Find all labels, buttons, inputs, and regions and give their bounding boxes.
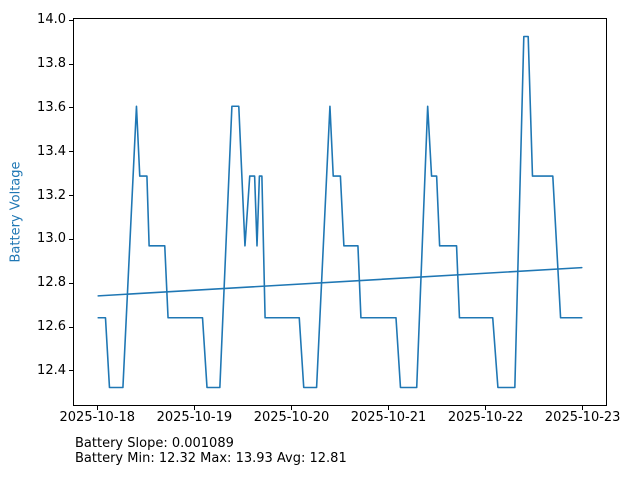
y-tick-mark <box>69 151 73 153</box>
x-tick-mark <box>485 406 487 410</box>
x-tick-label: 2025-10-18 <box>59 410 136 425</box>
x-tick-mark <box>291 406 292 410</box>
y-tick-label: 13.2 <box>37 187 66 203</box>
x-tick-mark <box>582 406 584 410</box>
annotation-slope: Battery Slope: 0.001089 <box>75 436 234 451</box>
annotation-stats: Battery Min: 12.32 Max: 13.93 Avg: 12.81 <box>75 451 347 466</box>
line-series-svg <box>97 35 583 389</box>
x-tick-label: 2025-10-22 <box>447 410 524 425</box>
y-tick-mark <box>69 282 73 284</box>
y-tick-label: 14.0 <box>37 12 66 28</box>
y-tick-mark <box>69 370 73 372</box>
y-tick-mark <box>69 63 73 65</box>
x-tick-mark <box>388 406 389 410</box>
x-tick-mark <box>96 406 98 410</box>
y-tick-mark <box>69 195 73 197</box>
y-tick-mark <box>69 326 73 328</box>
y-tick-label: 12.8 <box>37 275 66 291</box>
x-tick-label: 2025-10-23 <box>544 410 621 425</box>
x-tick-mark <box>193 406 195 410</box>
x-tick-label: 2025-10-20 <box>253 410 330 425</box>
x-tick-label: 2025-10-19 <box>156 410 233 425</box>
trend-line <box>97 266 583 297</box>
y-tick-label: 13.4 <box>37 143 66 159</box>
y-tick-label: 13.6 <box>37 99 66 115</box>
y-tick-mark <box>69 238 73 240</box>
y-tick-label: 13.0 <box>37 231 66 247</box>
plot-area <box>73 18 607 406</box>
y-tick-mark <box>69 107 73 109</box>
y-tick-label: 12.6 <box>37 319 66 334</box>
y-tick-label: 12.4 <box>37 362 66 378</box>
battery-voltage-line <box>97 35 583 389</box>
y-tick-label: 13.8 <box>37 56 66 72</box>
y-tick-mark <box>69 19 73 21</box>
x-tick-label: 2025-10-21 <box>350 410 427 425</box>
